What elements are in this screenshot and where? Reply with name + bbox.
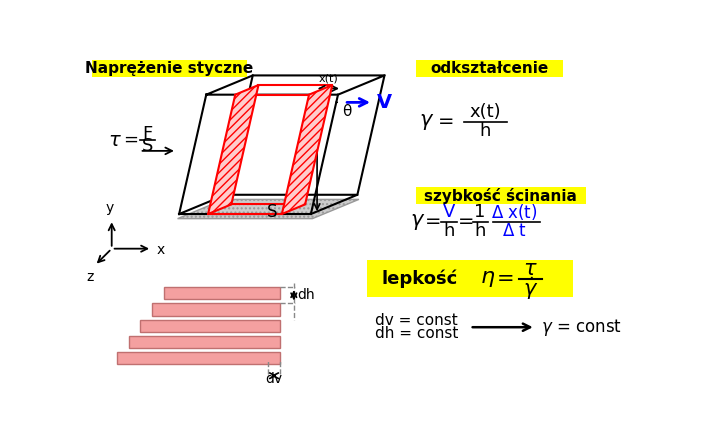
- Text: $\tau$: $\tau$: [108, 131, 122, 150]
- Bar: [152, 303, 280, 316]
- Text: z: z: [86, 270, 94, 284]
- Text: dv = const: dv = const: [375, 313, 458, 328]
- Text: =: =: [497, 269, 514, 289]
- Text: =: =: [425, 212, 441, 231]
- Polygon shape: [282, 85, 332, 214]
- Text: x: x: [157, 243, 165, 257]
- Text: $\gamma$ = const: $\gamma$ = const: [541, 317, 622, 338]
- Text: 1: 1: [474, 204, 485, 221]
- Text: y: y: [106, 201, 114, 215]
- Text: $\gamma$: $\gamma$: [420, 112, 435, 132]
- Text: V: V: [443, 204, 455, 221]
- Text: =: =: [123, 131, 138, 149]
- Text: h: h: [443, 222, 454, 240]
- Text: h: h: [474, 222, 485, 240]
- Polygon shape: [208, 85, 258, 214]
- Text: =: =: [438, 112, 455, 131]
- Text: $\Delta$ x(t): $\Delta$ x(t): [492, 202, 538, 222]
- Text: $\Delta$ t: $\Delta$ t: [503, 222, 527, 240]
- Text: szybkość ścinania: szybkość ścinania: [424, 187, 577, 204]
- Bar: [140, 320, 280, 332]
- Text: odkształcenie: odkształcenie: [430, 61, 548, 76]
- Text: =: =: [458, 212, 474, 231]
- Text: $\gamma$: $\gamma$: [410, 212, 426, 232]
- Text: Naprężenie styczne: Naprężenie styczne: [85, 61, 253, 76]
- Text: x(t): x(t): [469, 103, 501, 121]
- Text: h: h: [305, 147, 315, 162]
- Text: x(t): x(t): [318, 73, 338, 83]
- Bar: [117, 352, 280, 364]
- Text: $\tau$: $\tau$: [523, 259, 538, 279]
- Text: S: S: [267, 203, 277, 221]
- FancyBboxPatch shape: [415, 60, 563, 77]
- Text: dv: dv: [266, 372, 283, 386]
- Text: θ: θ: [342, 104, 351, 119]
- FancyBboxPatch shape: [91, 60, 246, 77]
- Text: S: S: [142, 137, 153, 155]
- FancyBboxPatch shape: [367, 260, 573, 297]
- Text: $\eta$: $\eta$: [480, 269, 495, 289]
- Text: dh = const: dh = const: [375, 326, 459, 341]
- FancyBboxPatch shape: [415, 187, 586, 204]
- Bar: [129, 336, 280, 348]
- Text: h: h: [480, 122, 491, 140]
- Text: lepkość: lepkość: [382, 269, 458, 288]
- Text: F: F: [143, 125, 153, 143]
- Text: V: V: [377, 93, 392, 112]
- Text: dh: dh: [297, 288, 315, 302]
- Text: $\dot{\gamma}$: $\dot{\gamma}$: [523, 275, 538, 302]
- Polygon shape: [178, 199, 359, 218]
- Bar: [163, 287, 280, 300]
